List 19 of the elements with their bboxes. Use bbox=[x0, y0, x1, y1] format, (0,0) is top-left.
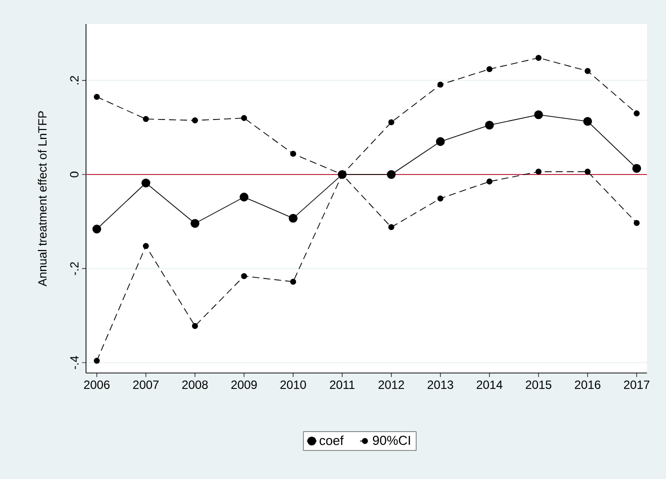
x-tick-label: 2010 bbox=[280, 380, 306, 389]
x-tick-label: 2013 bbox=[428, 380, 454, 389]
x-tick-label: 2007 bbox=[133, 380, 159, 389]
legend-label: 90%CI bbox=[372, 436, 410, 445]
y-tick-label: 0 bbox=[70, 172, 78, 178]
x-tick-label: 2016 bbox=[574, 380, 600, 389]
x-tick-label: 2009 bbox=[231, 380, 257, 389]
x-tick-label: 2006 bbox=[84, 380, 110, 389]
x-tick-label: 2014 bbox=[476, 380, 502, 389]
x-tick-label: 2015 bbox=[526, 380, 552, 389]
x-tick-label: 2008 bbox=[182, 380, 208, 389]
legend-label: coef bbox=[320, 436, 344, 446]
y-tick-label: -.4 bbox=[70, 356, 78, 370]
x-tick-label: 2011 bbox=[330, 380, 354, 389]
y-tick-label: -.2 bbox=[70, 262, 78, 276]
y-tick-label: .2 bbox=[70, 76, 78, 84]
x-tick-label: 2017 bbox=[624, 380, 650, 389]
x-tick-label: 2012 bbox=[378, 380, 404, 389]
y-axis-title: Annual treatment effect of LnTFP bbox=[38, 111, 47, 286]
